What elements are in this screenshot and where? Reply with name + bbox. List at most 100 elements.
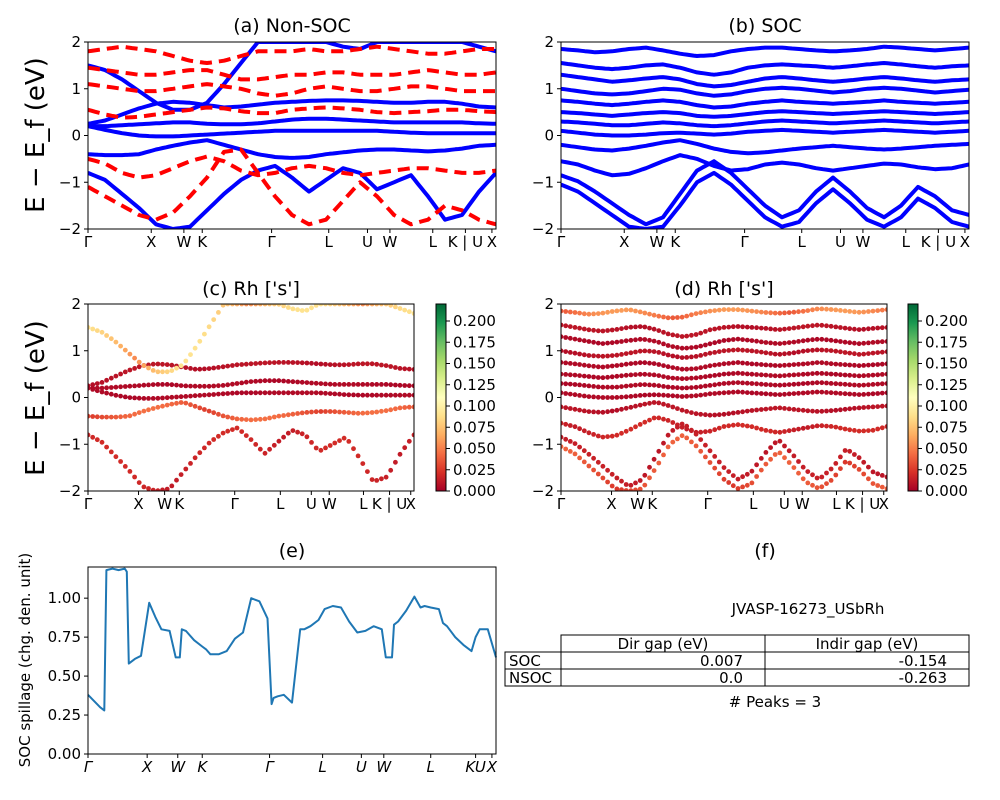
- panel-d-point: [595, 340, 601, 346]
- panel-c-point: [248, 361, 254, 367]
- panel-c-point: [99, 385, 105, 391]
- panel-d-point: [772, 363, 778, 368]
- panel-c-point: [164, 362, 170, 367]
- panel-c-point: [183, 466, 189, 472]
- panel-c-point: [299, 379, 305, 385]
- panel-d-point: [782, 406, 787, 411]
- panel-d-xtick-label: L: [749, 495, 758, 513]
- panel-d-point: [614, 363, 620, 368]
- panel-d-point: [642, 401, 648, 407]
- panel-d-point: [768, 406, 773, 411]
- panel-d-point: [637, 336, 643, 342]
- panel-d-point: [684, 345, 690, 351]
- panel-d-point: [833, 361, 839, 367]
- panel-d-point: [805, 480, 811, 486]
- panel-e-xtick-label: U: [356, 758, 367, 776]
- panel-d-point: [563, 381, 569, 387]
- panel-c-point: [113, 384, 119, 390]
- panel-d-point: [833, 381, 839, 387]
- panel-c-point: [141, 382, 147, 388]
- panel-c-point: [379, 476, 384, 482]
- panel-d-point: [716, 390, 722, 396]
- panel-c-point: [332, 382, 338, 387]
- panel-c-point: [206, 383, 212, 389]
- panel-d-point: [833, 338, 839, 344]
- panel-d-point: [856, 309, 862, 315]
- panel-d-point: [730, 307, 736, 312]
- panel-d-point: [749, 381, 755, 386]
- panel-c-point: [267, 446, 272, 452]
- panel-d-point: [591, 311, 596, 317]
- panel-d-point: [670, 420, 676, 425]
- panel-d-point: [740, 371, 745, 376]
- panel-d-point: [647, 475, 652, 481]
- panel-c-point: [253, 390, 259, 396]
- panel-d-point: [796, 361, 801, 367]
- panel-d-point: [693, 431, 699, 437]
- panel-e-ytick-label: 1.00: [48, 589, 81, 607]
- panel-c-point: [397, 392, 403, 398]
- panel-d-point: [777, 382, 783, 388]
- panel-c-point: [220, 391, 226, 397]
- panel-c-point: [127, 395, 133, 400]
- panel-d-point: [689, 439, 694, 445]
- panel-d-point: [866, 340, 871, 346]
- panel-b-xtick-label: Γ: [740, 233, 749, 251]
- panel-d-point: [735, 307, 741, 313]
- panel-d-point: [707, 383, 713, 388]
- panel-d-point: [614, 432, 620, 438]
- panel-c-point: [397, 451, 403, 457]
- panel-c-point: [211, 383, 217, 389]
- panel-c-point: [164, 369, 170, 375]
- panel-d-point: [856, 352, 862, 357]
- panel-d-point: [814, 370, 820, 376]
- panel-c-colorbar-label: 0.075: [453, 418, 496, 436]
- panel-d-point: [577, 362, 582, 367]
- panel-c-point: [150, 406, 156, 411]
- panel-d-point: [768, 326, 773, 332]
- panel-c-point: [202, 407, 207, 412]
- panel-d-point: [870, 404, 876, 410]
- panel-d-point: [749, 424, 755, 430]
- panel-d-point: [735, 370, 741, 376]
- panel-d-point: [833, 461, 839, 466]
- panel-b-band-line: [561, 118, 969, 129]
- panel-c-point: [243, 390, 249, 396]
- panel-c-point: [397, 366, 403, 371]
- panel-d-point: [838, 391, 843, 396]
- panel-d-point: [791, 381, 797, 387]
- panel-d-point: [605, 309, 610, 315]
- panel-c-point: [141, 396, 147, 401]
- panel-d-point: [600, 434, 606, 440]
- panel-d-point: [847, 382, 853, 388]
- panel-d-point: [852, 340, 857, 346]
- panel-c-point: [192, 403, 198, 409]
- panel-c-point: [295, 379, 300, 385]
- panel-d-point: [763, 428, 769, 433]
- panel-a-band-line: [88, 163, 496, 229]
- panel-d-point: [828, 381, 834, 386]
- panel-d-point: [763, 382, 769, 387]
- panel-d-point: [600, 463, 606, 469]
- panel-c-point: [304, 360, 310, 366]
- panel-c-point: [313, 304, 319, 308]
- panel-c-point: [276, 304, 282, 307]
- panel-b-xtick-label: U: [835, 233, 846, 251]
- panel-c-point: [192, 393, 198, 399]
- panel-b-xtick-label: X: [960, 233, 970, 251]
- panel-d-point: [586, 374, 592, 379]
- panel-d-point: [689, 410, 694, 415]
- panel-d-point: [703, 374, 708, 380]
- panel-d-point: [870, 382, 876, 387]
- panel-c-point: [327, 304, 333, 307]
- panel-c-point: [402, 405, 408, 410]
- panel-e-xtick-label: KU: [465, 758, 486, 776]
- panel-d-point: [730, 371, 736, 376]
- panel-d-point: [614, 327, 620, 332]
- panel-d-point: [684, 423, 690, 429]
- panel-d-point: [866, 391, 871, 397]
- panel-d-point: [866, 326, 871, 332]
- panel-c-point: [150, 361, 156, 367]
- panel-d-point: [870, 350, 876, 356]
